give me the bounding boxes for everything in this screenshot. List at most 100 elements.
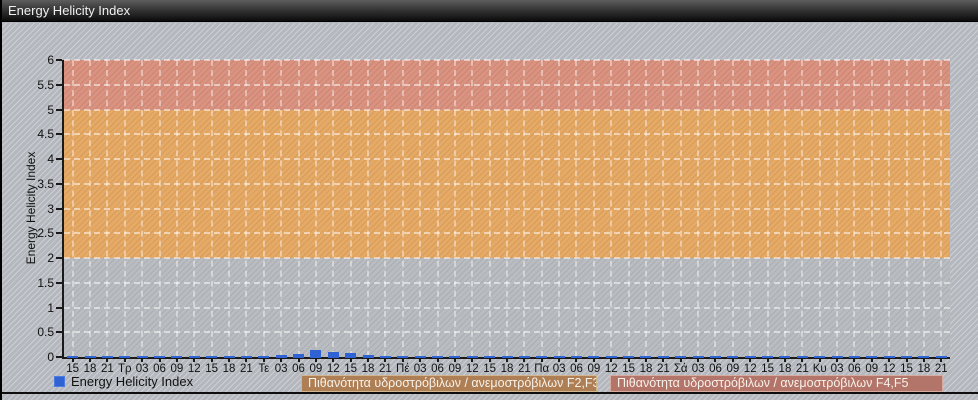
panel-divider xyxy=(0,392,978,394)
x-axis-tick xyxy=(662,357,665,362)
h-gridline xyxy=(64,281,950,284)
x-axis-tick xyxy=(297,357,300,362)
x-tick-label: 15 xyxy=(205,363,219,375)
bar xyxy=(67,356,79,358)
y-tick-label: 4 xyxy=(47,152,54,166)
x-axis-tick xyxy=(905,357,908,362)
v-gridline xyxy=(488,60,491,357)
x-axis-tick xyxy=(89,357,92,362)
bar xyxy=(779,356,791,358)
x-axis-tick xyxy=(228,357,231,362)
y-axis-tick xyxy=(56,306,62,309)
y-tick-label: 2.5 xyxy=(37,226,54,241)
v-gridline xyxy=(367,60,370,357)
h-gridline xyxy=(64,59,950,61)
y-axis-tick xyxy=(56,257,62,259)
y-tick-label: 1.5 xyxy=(37,275,54,290)
h-gridline xyxy=(64,207,950,210)
v-gridline xyxy=(262,60,265,357)
x-tick-label: 06 xyxy=(848,363,861,375)
y-axis-tick xyxy=(56,182,62,185)
x-tick-label: 21 xyxy=(934,363,948,375)
x-tick-label: 15 xyxy=(622,363,635,375)
v-gridline xyxy=(436,60,439,357)
v-gridline xyxy=(349,60,352,357)
x-axis-tick xyxy=(853,357,856,362)
x-axis-tick xyxy=(158,357,161,362)
bar xyxy=(275,355,287,358)
x-tick-label: Κυ xyxy=(812,363,827,375)
y-axis-tick xyxy=(56,281,62,284)
x-axis-tick xyxy=(488,357,491,362)
y-tick-label: 5.5 xyxy=(37,77,54,92)
bar xyxy=(414,356,426,358)
x-tick-label: 18 xyxy=(917,363,931,375)
bar xyxy=(744,356,756,358)
bar xyxy=(901,356,913,358)
f4f5-probability-label: Πιθανότητα υδροστρόβιλων / ανεμοστρόβιλω… xyxy=(610,375,943,392)
x-tick-label: 21 xyxy=(517,363,531,375)
bar xyxy=(397,356,409,358)
v-gridline xyxy=(627,60,630,357)
x-axis-tick xyxy=(523,357,526,362)
x-axis-tick xyxy=(419,357,422,362)
x-axis-tick xyxy=(210,357,213,362)
x-axis-tick xyxy=(940,357,943,362)
y-tick-label: 0.5 xyxy=(37,325,54,340)
v-gridline xyxy=(783,60,786,357)
y-axis-tick xyxy=(56,108,62,111)
bar xyxy=(501,356,513,358)
h-gridline xyxy=(64,158,950,160)
bar xyxy=(796,356,808,358)
x-tick-label: Σά xyxy=(673,363,688,375)
v-gridline xyxy=(193,60,196,357)
bar xyxy=(188,356,200,358)
h-gridline xyxy=(64,306,950,309)
x-tick-label: 06 xyxy=(570,363,583,375)
x-axis-tick xyxy=(314,357,317,362)
x-tick-label: 06 xyxy=(431,363,444,375)
v-gridline xyxy=(818,60,821,357)
x-tick-label: 21 xyxy=(378,363,392,375)
x-axis-tick xyxy=(384,357,387,362)
bar xyxy=(240,356,252,358)
v-gridline xyxy=(905,60,908,357)
bar xyxy=(536,356,548,358)
x-tick-label: 09 xyxy=(726,363,740,375)
x-tick-label: 03 xyxy=(830,363,844,375)
x-tick-label: 12 xyxy=(326,363,340,375)
f2f3-probability-label: Πιθανότητα υδροστρόβιλων / ανεμοστρόβιλω… xyxy=(301,375,597,392)
bar xyxy=(449,356,461,358)
x-tick-label: 03 xyxy=(135,363,149,375)
v-gridline xyxy=(314,60,317,357)
x-axis-tick xyxy=(123,357,126,362)
x-tick-label: 03 xyxy=(691,363,705,375)
chart-body: Energy Helicity Index Energy Helicity In… xyxy=(0,23,978,400)
x-tick-label: Πέ xyxy=(396,363,410,375)
x-tick-label: 15 xyxy=(483,363,497,375)
bar xyxy=(258,356,270,358)
h-gridline xyxy=(64,108,950,111)
legend: Energy Helicity Index xyxy=(54,374,193,389)
v-gridline xyxy=(228,60,231,357)
v-gridline xyxy=(558,60,561,357)
x-tick-label: 18 xyxy=(222,363,236,375)
v-gridline xyxy=(731,60,734,357)
x-axis-tick xyxy=(506,357,508,362)
y-axis-tick xyxy=(56,83,62,86)
v-gridline xyxy=(210,60,213,357)
x-tick-label: 03 xyxy=(274,363,288,375)
bar xyxy=(362,354,374,358)
bar xyxy=(883,356,895,358)
v-gridline xyxy=(384,60,387,357)
v-gridline xyxy=(106,60,109,357)
h-gridline xyxy=(64,182,950,185)
v-gridline xyxy=(870,60,873,357)
legend-swatch xyxy=(54,375,65,387)
x-axis-tick xyxy=(349,357,352,362)
v-gridline xyxy=(280,60,283,357)
x-tick-label: 09 xyxy=(587,363,601,375)
bar xyxy=(848,356,860,358)
x-axis-tick xyxy=(766,357,769,362)
y-axis-tick xyxy=(56,331,62,334)
